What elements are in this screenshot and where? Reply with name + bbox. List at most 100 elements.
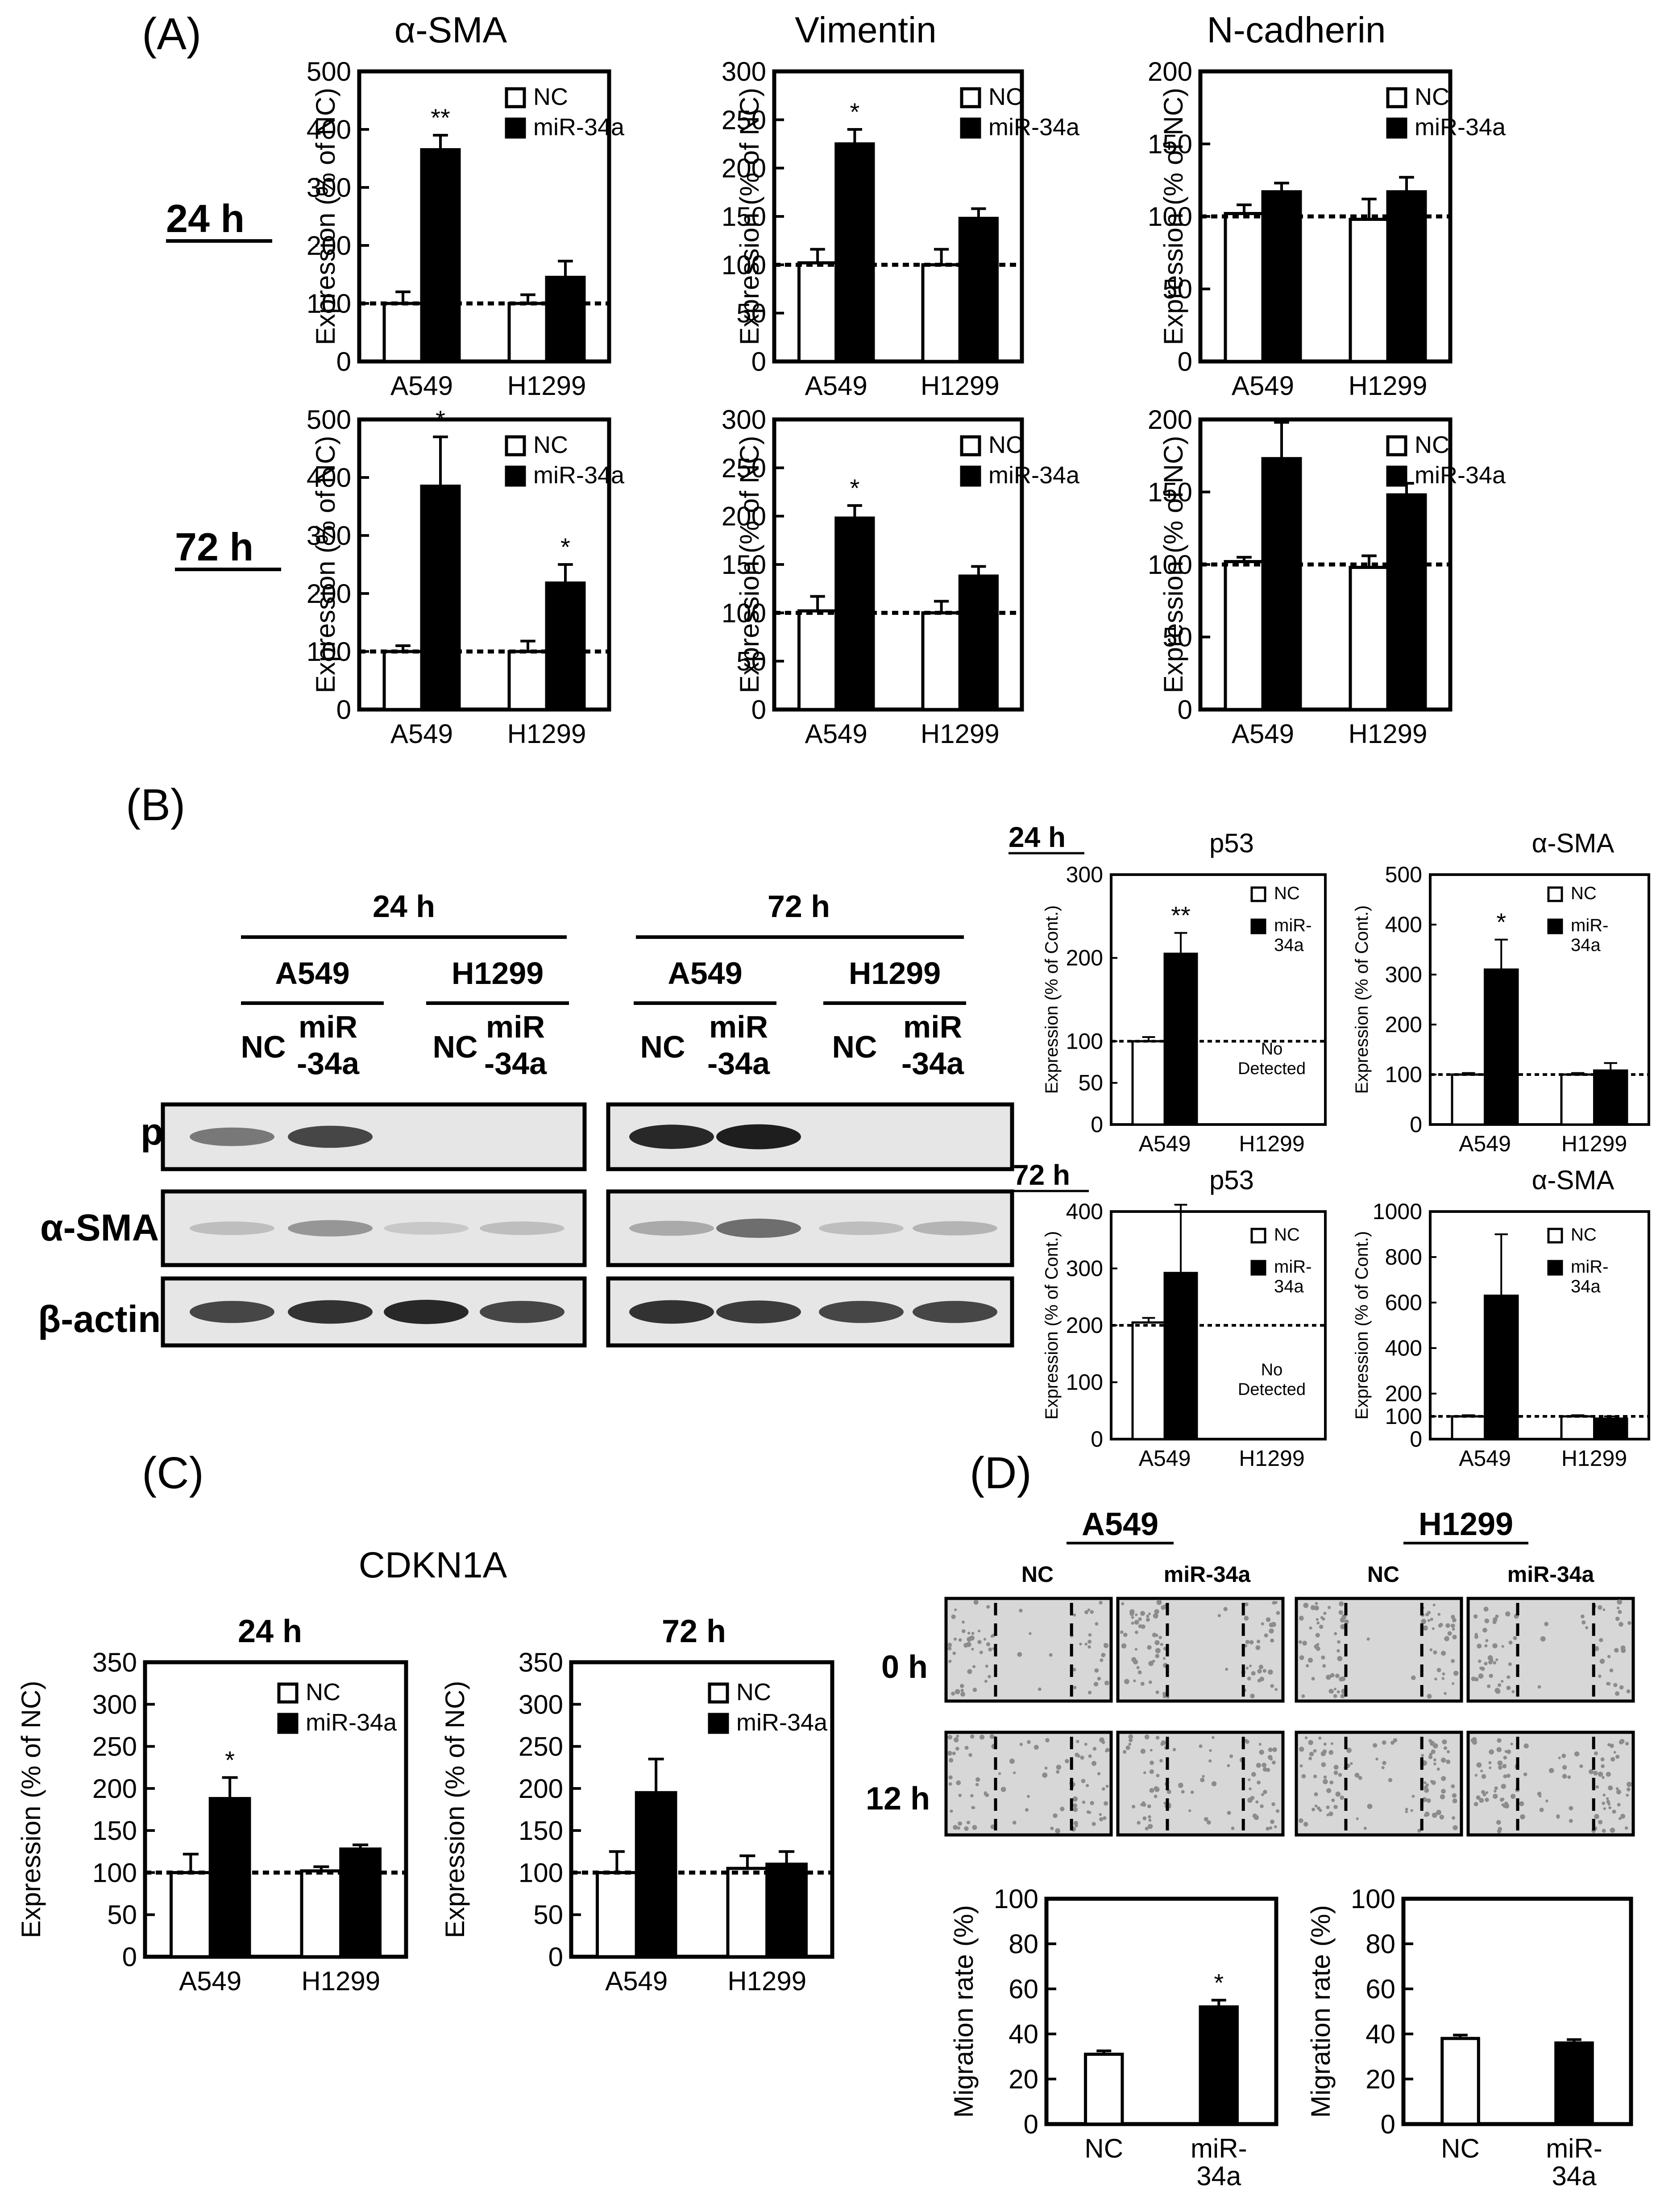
micro-cell-dot [1136, 1666, 1140, 1669]
micro-cell-dot [1476, 1795, 1481, 1800]
chart-bar-d1-rate [1199, 2005, 1239, 2126]
micro-cell-dot [1104, 1681, 1109, 1685]
micro-cell-dot [1302, 1640, 1307, 1646]
micro-cell-dot [1340, 1624, 1345, 1630]
blot-band-r0-lane5 [716, 1124, 801, 1150]
micro-cell-dot [1486, 1684, 1491, 1688]
micro-cell-dot [1424, 1781, 1427, 1785]
micro-cell-dot [1430, 1780, 1433, 1783]
micro-cell-dot [1440, 1757, 1446, 1763]
micro-cell-dot [1537, 1685, 1541, 1689]
micro-cell-dot [1072, 1803, 1078, 1808]
micro-cell-dot [1335, 1791, 1341, 1797]
chart-bar-a4-nc [382, 650, 423, 711]
chart-ytick-label-b3: 300 [1066, 1256, 1103, 1281]
chart-ytick-label-c1: 200 [92, 1774, 137, 1804]
chart-ytick-label-d2: 0 [1381, 2109, 1395, 2139]
chart-ytick-label-b2: 300 [1385, 962, 1422, 987]
chart-ytick-label-c2: 100 [519, 1858, 563, 1888]
micro-cell-dot [1160, 1643, 1163, 1646]
migration-images: A549 H1299 NC miR-34a NC miR-34a 0 h 12 … [866, 1506, 1635, 1837]
chart-ylabel-b4: Expression (% of Cont.) [1352, 1231, 1372, 1419]
micro-cell-dot [1188, 1809, 1191, 1812]
chart-legend-swatch-b4 [1547, 1260, 1563, 1276]
micro-cell-dot [1432, 1812, 1437, 1818]
chart-title-b1: p53 [1209, 828, 1254, 858]
chart-legend-swatch-b2 [1547, 918, 1563, 934]
micro-cell-dot [1161, 1740, 1166, 1745]
micro-cell-dot [1156, 1774, 1160, 1777]
micro-cell-dot [1411, 1675, 1416, 1681]
micro-cell-dot [1511, 1690, 1515, 1693]
chart-legend-swatch-a2 [960, 87, 981, 108]
micro-image-r0-c2 [1295, 1597, 1463, 1703]
micro-cell-dot [1336, 1690, 1340, 1693]
micro-cell-dot [1452, 1627, 1455, 1631]
micro-cell-dot [1492, 1643, 1498, 1648]
micro-cell-dot [1079, 1642, 1082, 1646]
micro-cell-dot [1138, 1617, 1142, 1621]
micro-cell-dot [1315, 1602, 1318, 1605]
micro-cell-dot [1502, 1764, 1507, 1768]
micro-cell-dot [977, 1630, 981, 1633]
micro-cell-dot [1366, 1637, 1370, 1641]
chart-ytick-label-a2: 250 [722, 105, 766, 135]
blot-band-r2-lane0 [190, 1301, 274, 1323]
micro-cell-dot [1313, 1774, 1317, 1779]
chart-legend-label-b1: NC [1274, 884, 1300, 903]
micro-cell-dot [1558, 1756, 1561, 1760]
micro-cell-dot [972, 1665, 976, 1668]
chart-ytick-label-d1: 80 [1009, 1929, 1038, 1959]
micro-cell-dot [1508, 1640, 1513, 1645]
micro-cell-dot [1075, 1752, 1079, 1757]
chart-legend-swatch-a2 [960, 117, 981, 139]
micro-cell-dot [1485, 1791, 1489, 1794]
micro-cell-dot [1255, 1800, 1259, 1804]
chart-ytick-label-b2: 500 [1385, 862, 1422, 887]
chart-ytick-label-b2: 200 [1385, 1012, 1422, 1037]
blot-band-r1-lane2 [384, 1222, 469, 1235]
chart-frame-c1 [143, 1660, 408, 1959]
micro-cell-dot [1606, 1681, 1610, 1686]
chart-ylabel-d1: Migration rate (%) [949, 1905, 979, 2118]
micro-cell-dot [1473, 1802, 1478, 1806]
chart-ytick-label-b3: 400 [1066, 1199, 1103, 1224]
micro-cell-dot [953, 1825, 958, 1830]
chart-ytick-label-d1: 40 [1009, 2019, 1038, 2049]
micro-cell-dot [1150, 1749, 1153, 1752]
micro-cell-dot [1322, 1664, 1326, 1668]
micro-cell-dot [1148, 1660, 1154, 1666]
micro-cell-dot [1268, 1747, 1273, 1752]
micro-cell-dot [966, 1821, 971, 1825]
chart-legend-label-a5: miR-34a [988, 462, 1080, 489]
micro-cell-dot [969, 1635, 975, 1641]
micro-cell-dot [1328, 1750, 1334, 1755]
chart-bar-a6-mir-34a [1261, 457, 1302, 711]
chart-ytick-label-b4: 200 [1385, 1381, 1422, 1406]
micro-cell-dot [1599, 1638, 1603, 1643]
chart-xlabel-b2: H1299 [1561, 1131, 1627, 1156]
chart-bar-a3-nc [1349, 218, 1390, 363]
micro-cell-dot [1356, 1817, 1359, 1820]
chart-xlabel-a6: H1299 [1349, 719, 1428, 749]
micro-cell-dot [1613, 1751, 1616, 1754]
micro-cell-dot [1148, 1612, 1151, 1615]
micro-cell-dot [1087, 1639, 1092, 1644]
micro-cell-dot [1381, 1766, 1385, 1769]
micro-cell-dot [1260, 1804, 1264, 1808]
micro-cell-dot [1498, 1748, 1501, 1751]
micro-cell-dot [1162, 1694, 1167, 1698]
chart-legend-label-b2: NC [1571, 884, 1597, 903]
micro-cell-dot [1614, 1648, 1619, 1653]
chart-legend-swatch-b3 [1250, 1228, 1266, 1244]
micro-cell-dot [1154, 1640, 1160, 1645]
chart-xlabel-b4: A549 [1459, 1446, 1511, 1471]
chart-ytick-label-b2: 0 [1410, 1112, 1422, 1137]
micro-cell-dot [1085, 1784, 1089, 1788]
chart-xlabel-a2: A549 [805, 371, 867, 401]
micro-image-r1-c3 [1466, 1731, 1635, 1837]
micro-cell-dot [1316, 1806, 1320, 1810]
micro-cell-dot [1104, 1643, 1109, 1648]
micro-cell-dot [1075, 1824, 1078, 1827]
